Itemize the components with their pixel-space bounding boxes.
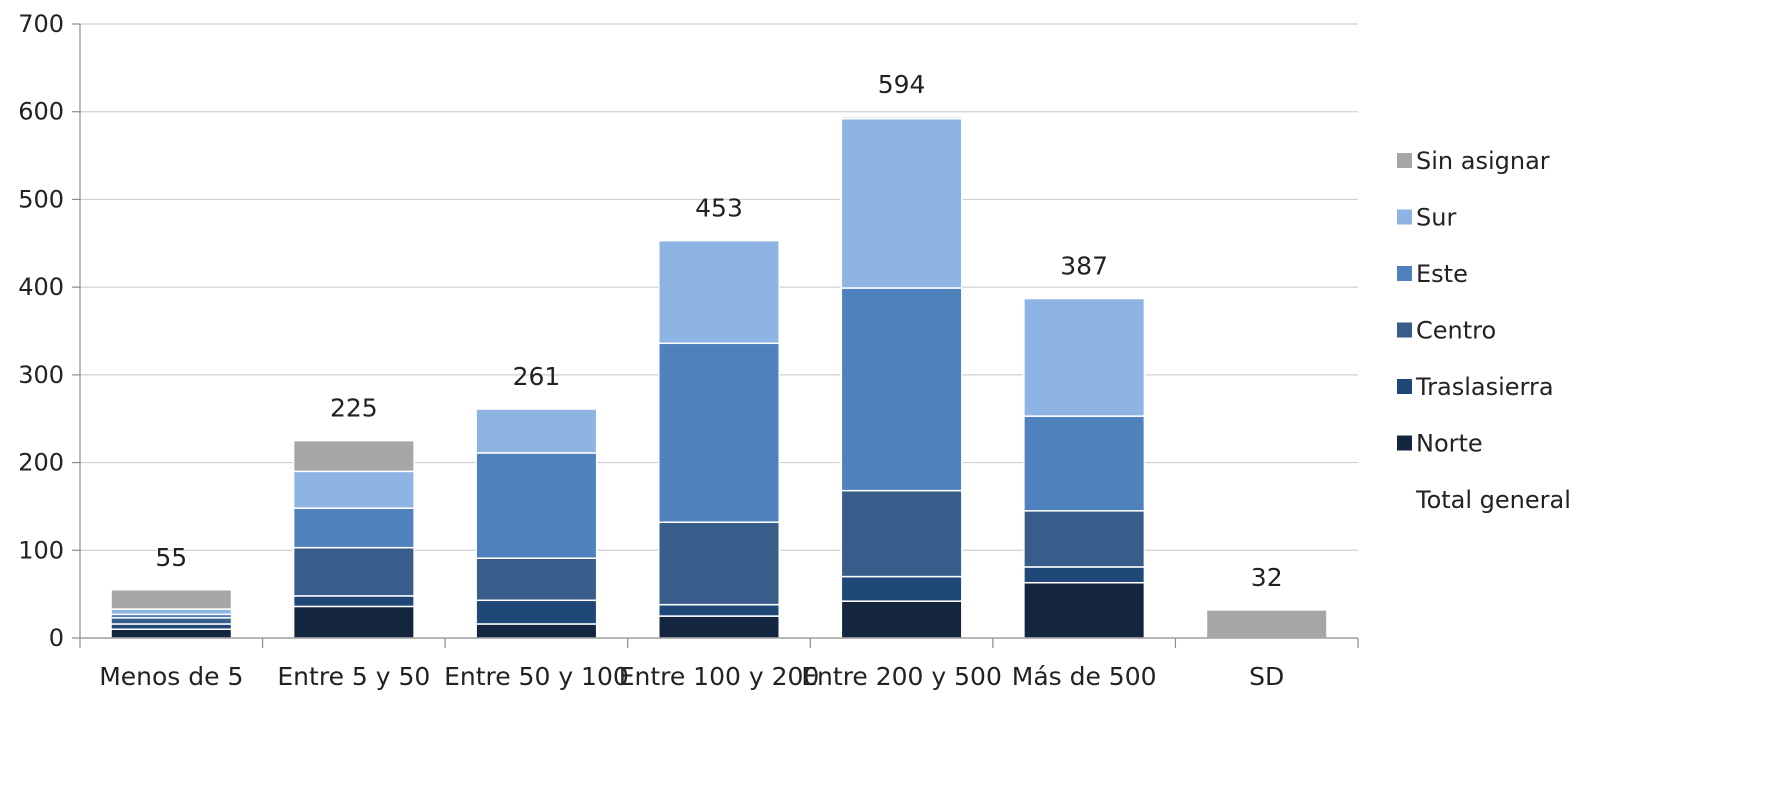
bar-segment-norte (110, 628, 233, 639)
bar-segment-traslasierra (1023, 566, 1146, 584)
y-tick-label: 400 (18, 273, 64, 301)
y-tick-label: 600 (18, 98, 64, 126)
legend-swatch (1397, 153, 1412, 168)
legend-swatch (1397, 435, 1412, 451)
x-category-label: Entre 100 y 200 (619, 662, 820, 691)
bar-segment-sur (658, 239, 780, 345)
bar-segment-norte (1023, 581, 1146, 639)
x-category-label: Entre 200 y 500 (801, 662, 1002, 691)
bar-segment-sin-asignar (292, 439, 415, 473)
legend-swatch (1397, 209, 1412, 225)
bar-segment-traslasierra (292, 595, 415, 608)
x-category-label: Menos de 5 (99, 662, 243, 691)
total-data-label: 453 (695, 194, 743, 223)
legend-label: Este (1416, 260, 1468, 288)
legend-label: Centro (1416, 317, 1496, 345)
total-data-label: 225 (330, 394, 378, 423)
bar-segment-este (840, 287, 963, 492)
bar-segment-centro (658, 521, 780, 606)
bar-segment-traslasierra (475, 599, 598, 625)
y-tick-label: 300 (18, 361, 64, 389)
legend: Sin asignar Sur Este Centro Traslasierra Nort… (1397, 147, 1571, 514)
bar-segment-sur (1023, 297, 1146, 417)
bar-segment-sin-asignar (1205, 609, 1328, 639)
bar-segment-sur (110, 608, 233, 616)
y-tick-label: 200 (18, 449, 64, 477)
bar-segment-traslasierra (658, 603, 780, 617)
bar-segment-este (292, 507, 415, 549)
bar-segment-norte (840, 600, 963, 639)
bar-segment-norte (475, 623, 598, 639)
bar-segment-centro (110, 617, 233, 625)
bars (110, 116, 1328, 639)
bar-segment-centro (840, 489, 963, 578)
bar-segment-sur (292, 470, 415, 509)
total-data-label: 55 (155, 543, 187, 572)
bar-segment-este (475, 452, 598, 559)
legend-swatch (1397, 266, 1412, 281)
legend-swatch (1397, 379, 1412, 394)
y-tick-label: 500 (18, 185, 64, 213)
bar-segment-sur (840, 117, 963, 289)
bar-segment-sur (475, 408, 598, 454)
bar-segment-centro (292, 546, 415, 597)
bar-segment-traslasierra (840, 575, 963, 602)
bar-segment-centro (475, 557, 598, 602)
labels: 0 100 200 300 400 500 600 700 55 Menos de 5 225 Ent… (18, 10, 1284, 691)
total-data-label: 387 (1060, 252, 1108, 281)
legend-label: Traslasierra (1415, 373, 1554, 401)
x-category-label: Entre 5 y 50 (277, 662, 430, 691)
legend-label: Sin asignar (1416, 147, 1550, 175)
legend-label-total: Total general (1415, 486, 1571, 514)
bar-segment-sin-asignar (110, 589, 233, 610)
x-category-label: Más de 500 (1012, 662, 1157, 691)
y-tick-label: 700 (18, 10, 64, 38)
bar-segment-traslasierra (110, 623, 233, 630)
legend-swatch (1397, 322, 1412, 338)
bar-segment-este (658, 342, 780, 523)
bar-segment-norte (658, 615, 780, 639)
y-tick-label: 100 (18, 536, 64, 564)
bar-segment-centro (1023, 510, 1146, 568)
x-category-label: SD (1249, 662, 1284, 691)
y-tick-label: 0 (49, 624, 64, 652)
legend-label: Norte (1416, 430, 1483, 458)
legend-label: Sur (1416, 204, 1456, 232)
bar-segment-norte (292, 605, 415, 639)
axes (72, 23, 1359, 648)
total-data-label: 261 (513, 362, 561, 391)
x-category-label: Entre 50 y 100 (444, 662, 629, 691)
bar-segment-sin-asignar (840, 116, 963, 120)
bar-segment-este (1023, 415, 1146, 512)
total-data-label: 594 (878, 70, 926, 99)
total-data-label: 32 (1251, 563, 1283, 592)
